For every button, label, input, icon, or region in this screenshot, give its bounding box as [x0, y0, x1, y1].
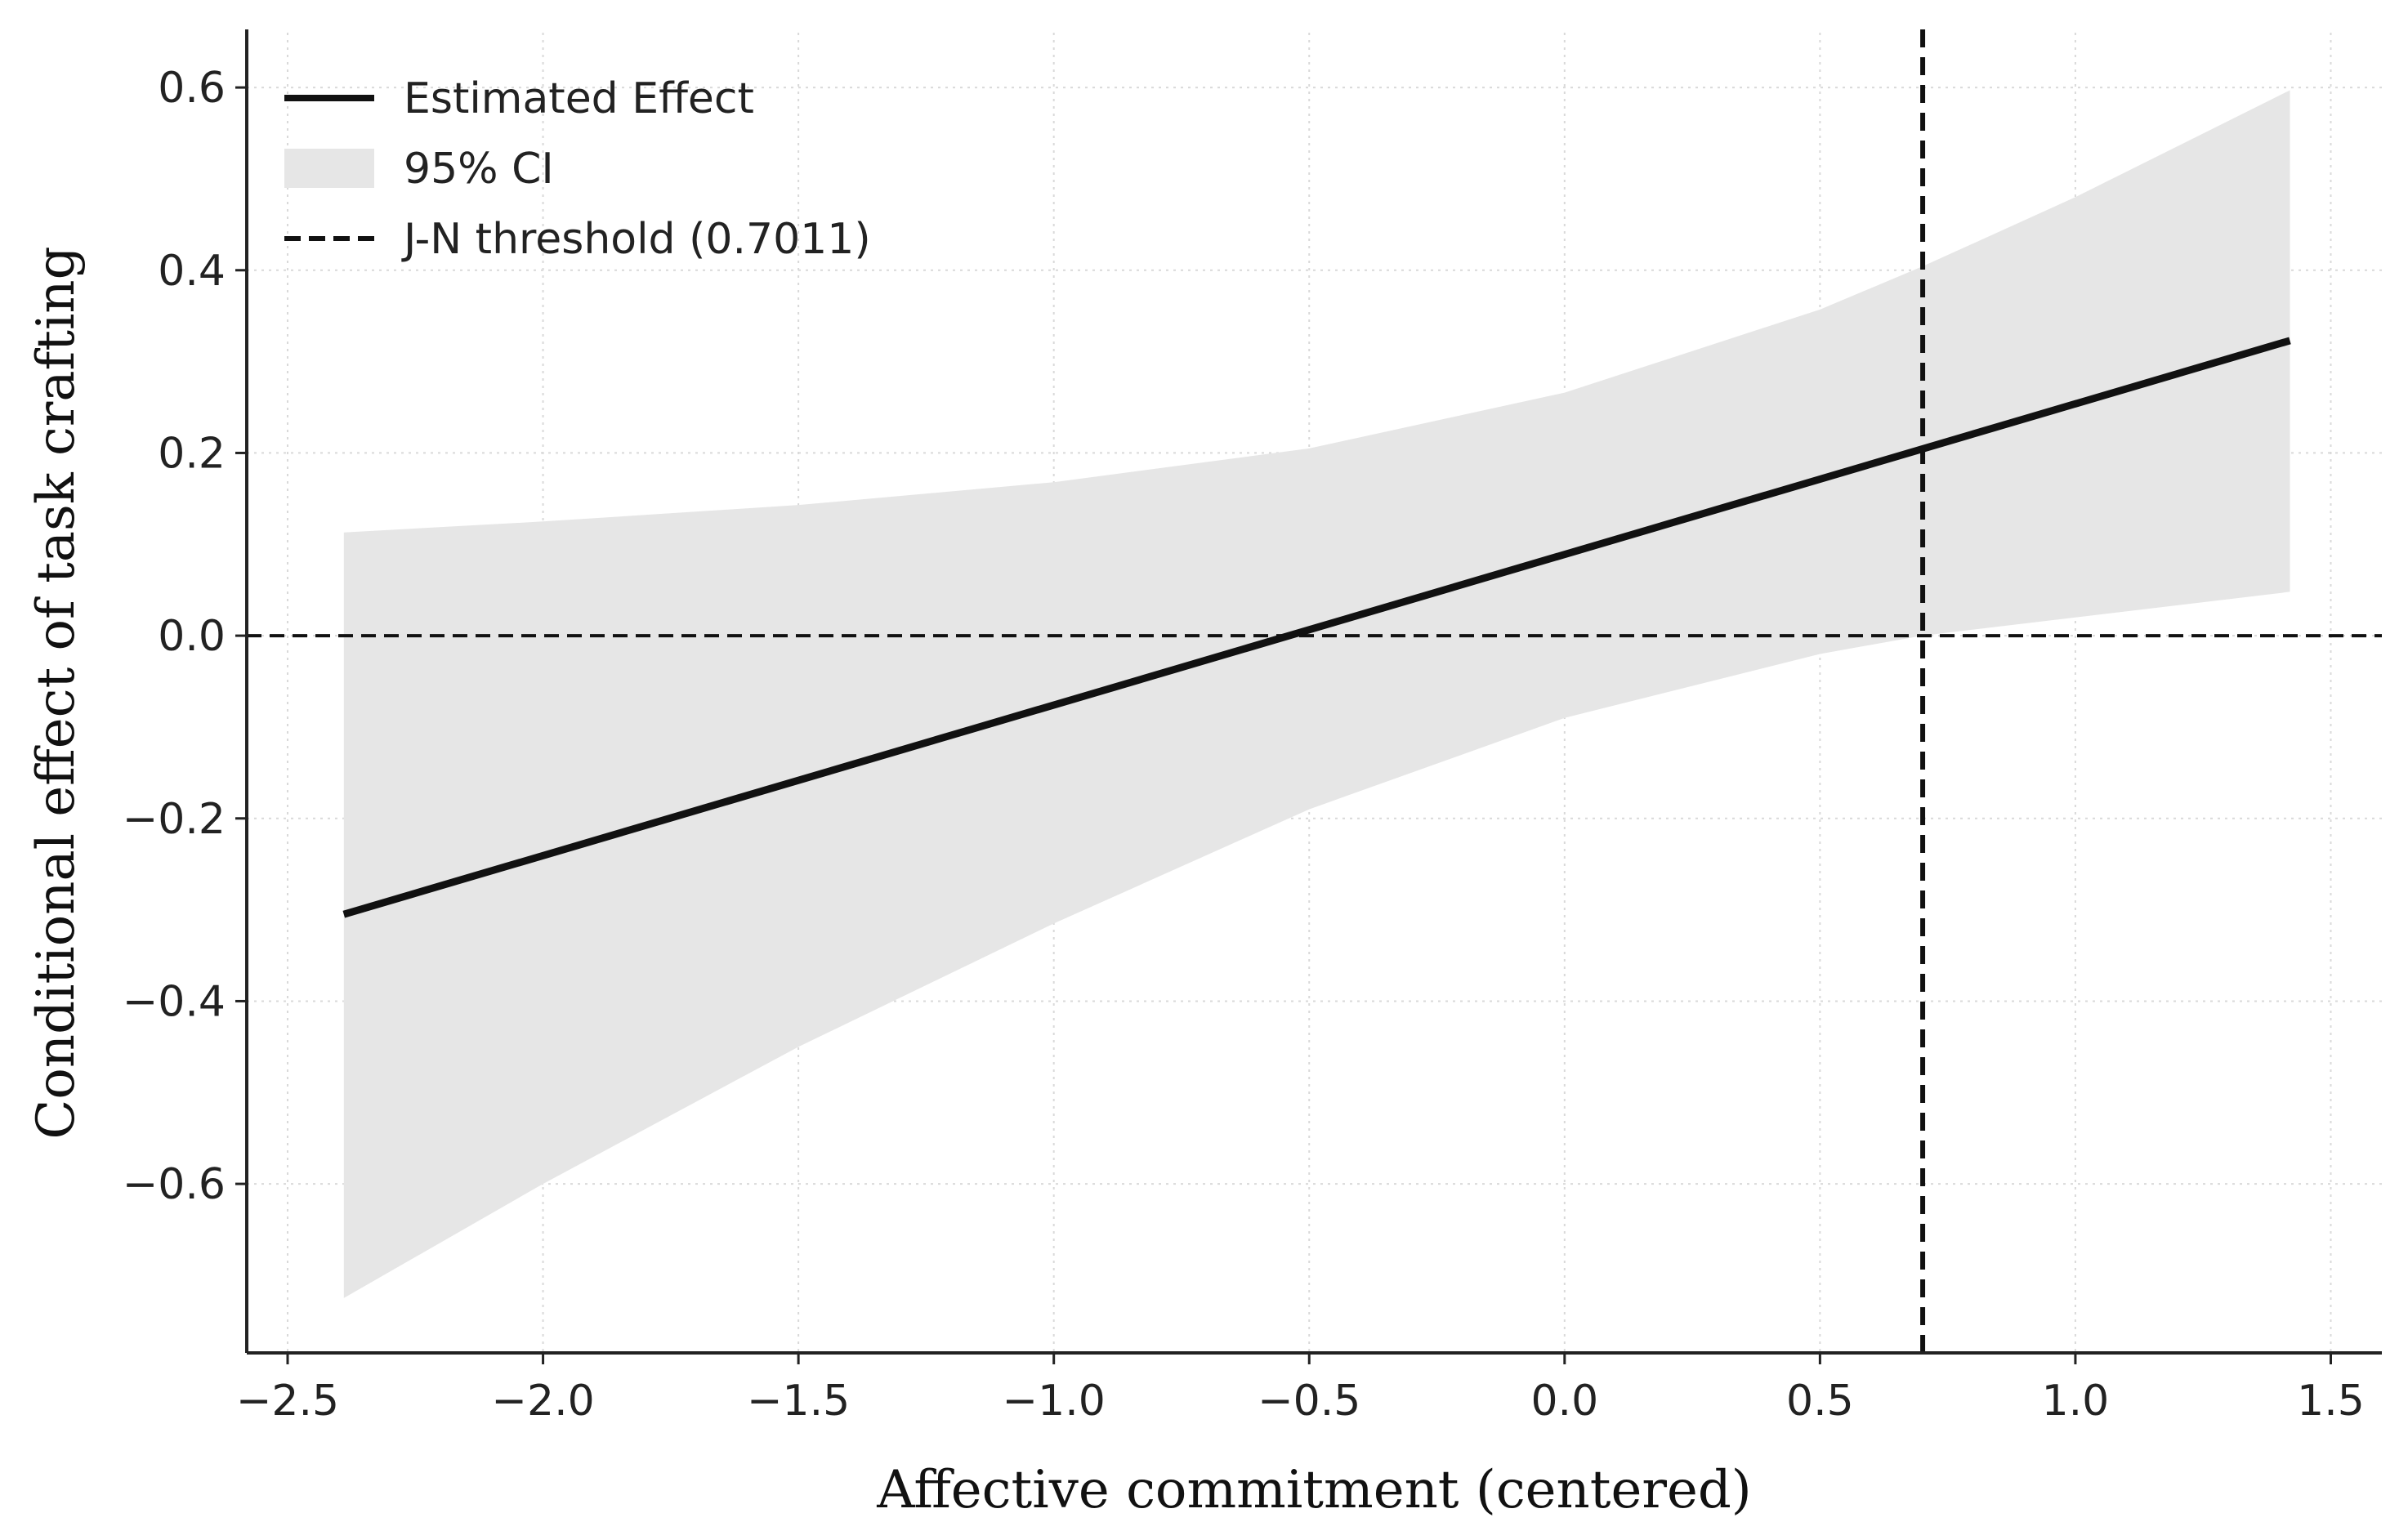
series-layer: [342, 337, 2291, 918]
x-axis-title: Affective commitment (centered): [876, 1460, 1752, 1520]
y-tick-label: −0.4: [123, 977, 226, 1026]
x-tick-label: −2.5: [236, 1377, 339, 1426]
estimated-effect-line: [342, 337, 2291, 918]
x-tick-label: 0.5: [1786, 1377, 1854, 1426]
ticks: −2.5 −2.0 −1.5 −1.0 −0.5 0.0 0.5 1.0 1.5 −0.6 −0.4…: [123, 64, 2365, 1426]
reference-lines: [247, 29, 2382, 1353]
x-tick-label: −1.0: [1003, 1377, 1106, 1426]
ci-band-layer: [343, 90, 2290, 1298]
legend: Estimated Effect 95% CI J-N threshold (0.7…: [284, 74, 871, 264]
y-tick-label: 0.0: [158, 612, 226, 661]
x-tick-label: −1.5: [747, 1377, 850, 1426]
y-tick-label: −0.2: [123, 795, 226, 844]
y-tick-label: 0.4: [158, 247, 226, 296]
x-tick-label: 1.0: [2042, 1377, 2110, 1426]
legend-label: J-N threshold (0.7011): [401, 215, 871, 264]
x-tick-label: −0.5: [1258, 1377, 1360, 1426]
x-tick-label: 1.5: [2297, 1377, 2365, 1426]
x-tick-label: −2.0: [491, 1377, 594, 1426]
y-axis-title: Conditional effect of task crafting: [26, 246, 87, 1139]
y-tick-label: 0.2: [158, 429, 226, 478]
axes: [245, 29, 2382, 1355]
x-tick-label: 0.0: [1530, 1377, 1598, 1426]
legend-swatch-band: [284, 149, 374, 188]
ci-band: [343, 90, 2290, 1298]
legend-label: Estimated Effect: [404, 74, 754, 123]
y-tick-label: 0.6: [158, 64, 226, 113]
legend-label: 95% CI: [404, 145, 554, 194]
y-tick-label: −0.6: [123, 1160, 226, 1209]
